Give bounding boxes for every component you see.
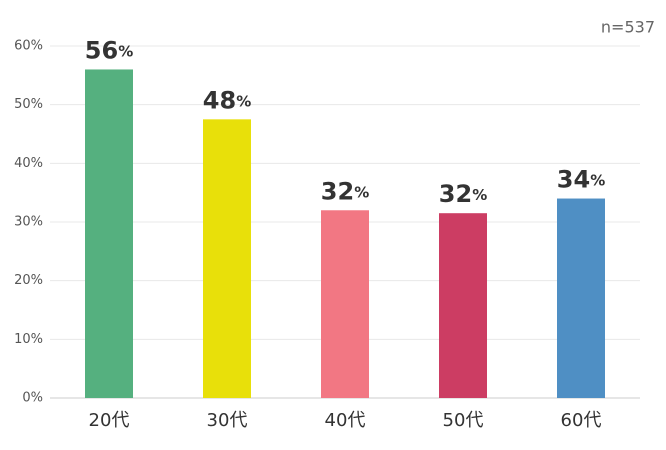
value-label: 56% (85, 36, 133, 64)
value-label: 48% (203, 86, 251, 114)
x-tick-label: 60代 (561, 410, 602, 431)
y-tick-label: 60% (14, 39, 43, 54)
bar (321, 210, 369, 398)
value-label: 32% (439, 180, 487, 208)
bar (203, 119, 251, 398)
sample-size: n=537 (601, 18, 655, 37)
y-tick-label: 20% (14, 273, 43, 288)
bar (85, 69, 133, 398)
y-tick-label: 40% (14, 156, 43, 171)
y-tick-label: 10% (14, 332, 43, 347)
x-tick-label: 50代 (443, 410, 484, 431)
y-tick-label: 50% (14, 97, 43, 112)
bar (557, 198, 605, 398)
bar (439, 213, 487, 398)
y-tick-label: 30% (14, 215, 43, 230)
x-tick-label: 20代 (89, 410, 130, 431)
value-label: 34% (557, 166, 605, 194)
value-label: 32% (321, 177, 369, 205)
x-tick-label: 40代 (325, 410, 366, 431)
x-tick-label: 30代 (207, 410, 248, 431)
y-tick-label: 0% (22, 391, 43, 406)
